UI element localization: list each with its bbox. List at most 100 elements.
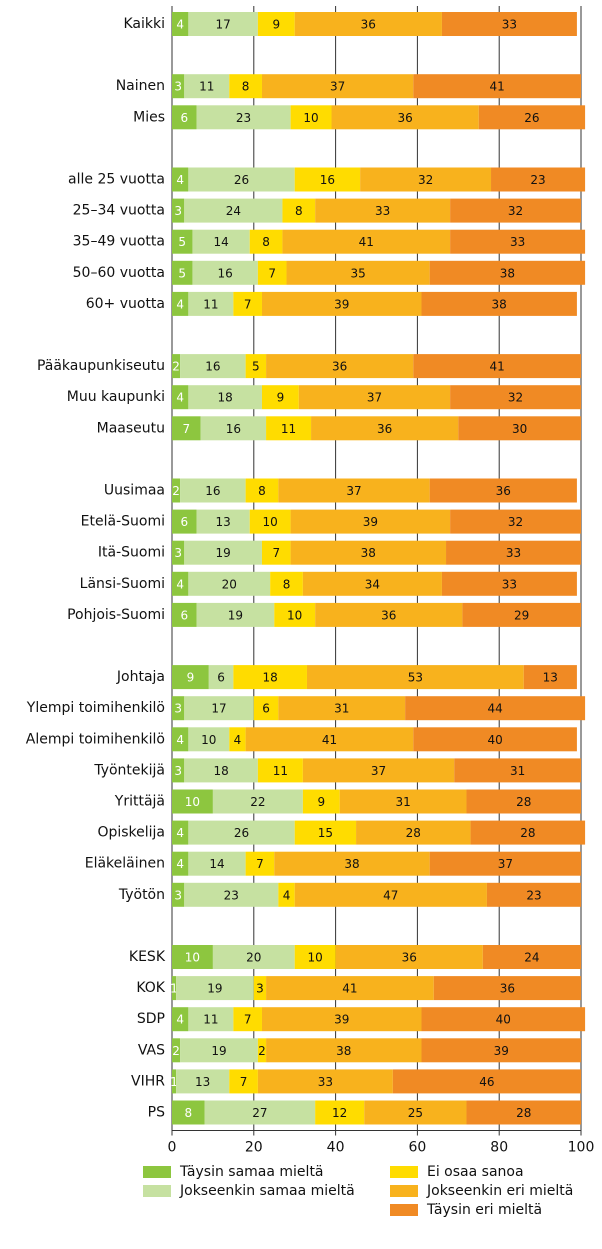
- bar-segment: [188, 291, 234, 316]
- bar-segment: [294, 820, 357, 845]
- bar-segment: [356, 820, 471, 845]
- bar-segment: [200, 416, 267, 441]
- bar-segment: [270, 571, 303, 596]
- value-label: 24: [524, 951, 539, 965]
- bar-segment: [172, 1069, 177, 1094]
- bar-segment: [196, 509, 250, 534]
- bar-segment: [172, 478, 181, 503]
- category-label: 35–49 vuotta: [73, 234, 165, 250]
- bar-segment: [233, 1007, 262, 1032]
- bar-segment: [433, 976, 581, 1001]
- value-label: 8: [242, 80, 250, 94]
- bar-segment: [458, 416, 581, 441]
- bar-segment: [335, 945, 483, 969]
- value-label: 4: [176, 1013, 184, 1027]
- bar-segment: [315, 602, 463, 627]
- value-label: 16: [205, 484, 220, 498]
- bar-segment: [405, 696, 586, 721]
- value-label: 12: [332, 1106, 347, 1120]
- value-label: 18: [218, 391, 233, 405]
- value-label: 23: [236, 111, 251, 125]
- bar-segment: [172, 851, 189, 876]
- value-label: 33: [375, 204, 390, 218]
- bar-segment: [172, 354, 181, 379]
- bar-segment: [278, 882, 295, 907]
- value-label: 24: [226, 204, 241, 218]
- value-label: 37: [371, 764, 386, 778]
- value-label: 41: [342, 982, 357, 996]
- bar-segment: [172, 229, 193, 254]
- legend-label: Jokseenkin eri mieltä: [426, 1183, 573, 1199]
- bar-segment: [188, 727, 230, 752]
- value-label: 40: [487, 733, 502, 747]
- category-label: Johtaja: [116, 669, 165, 685]
- value-label: 36: [361, 18, 376, 32]
- value-label: 11: [203, 1013, 218, 1027]
- value-label: 38: [361, 546, 376, 560]
- value-label: 53: [408, 671, 423, 685]
- value-label: 37: [330, 80, 345, 94]
- bar-segment: [392, 1069, 581, 1094]
- bar-segment: [257, 1038, 267, 1063]
- bar-segment: [331, 105, 479, 130]
- bar-segment: [188, 12, 258, 36]
- bar-segment: [286, 260, 430, 285]
- bar-segment: [176, 1069, 230, 1094]
- category-label: Etelä-Suomi: [81, 514, 165, 530]
- bar-segment: [172, 1007, 189, 1032]
- value-label: 7: [240, 1075, 248, 1089]
- legend-swatch: [143, 1166, 171, 1178]
- bar-segment: [261, 1007, 422, 1032]
- value-label: 2: [172, 1044, 180, 1058]
- category-label: KESK: [129, 949, 166, 965]
- value-label: 41: [490, 80, 505, 94]
- value-label: 7: [244, 297, 252, 311]
- bar-segment: [315, 1100, 365, 1125]
- value-label: 5: [178, 266, 186, 280]
- value-label: 32: [508, 391, 523, 405]
- bar-segment: [196, 105, 291, 130]
- value-label: 8: [185, 1106, 193, 1120]
- category-label: SDP: [137, 1011, 165, 1027]
- bar-segment: [441, 571, 577, 596]
- value-label: 34: [365, 577, 380, 591]
- bar-segment: [172, 105, 197, 130]
- value-label: 39: [363, 515, 378, 529]
- value-label: 8: [258, 484, 266, 498]
- category-label: VIHR: [131, 1073, 165, 1089]
- bar-segment: [450, 385, 581, 410]
- bar-segment: [462, 602, 581, 627]
- bar-segment: [298, 385, 451, 410]
- bar-segment: [282, 198, 316, 223]
- bar-segment: [192, 229, 250, 254]
- x-tick-label: 100: [568, 1140, 595, 1156]
- value-label: 10: [263, 515, 278, 529]
- bar-segment: [184, 198, 283, 223]
- value-label: 8: [262, 235, 270, 249]
- bar-segment: [364, 1100, 467, 1125]
- category-label: 25–34 vuotta: [73, 203, 165, 219]
- bar-segment: [302, 758, 455, 783]
- value-label: 4: [283, 888, 291, 902]
- value-label: 36: [377, 422, 392, 436]
- value-label: 4: [176, 577, 184, 591]
- category-label: Työtön: [118, 887, 165, 903]
- bar-segment: [302, 571, 442, 596]
- bar-segment: [204, 1100, 316, 1125]
- value-label: 36: [402, 951, 417, 965]
- value-label: 3: [174, 888, 182, 902]
- bar-segment: [172, 509, 197, 534]
- value-label: 36: [496, 484, 511, 498]
- value-label: 37: [367, 391, 382, 405]
- value-label: 8: [283, 577, 291, 591]
- bar-segment: [249, 509, 291, 534]
- value-label: 33: [502, 18, 517, 32]
- value-label: 11: [273, 764, 288, 778]
- bar-segment: [172, 882, 185, 907]
- bar-segment: [212, 945, 295, 969]
- value-label: 7: [268, 266, 276, 280]
- bar-segment: [233, 665, 307, 690]
- bar-segment: [253, 976, 267, 1001]
- bar-segment: [290, 509, 451, 534]
- value-label: 28: [520, 826, 535, 840]
